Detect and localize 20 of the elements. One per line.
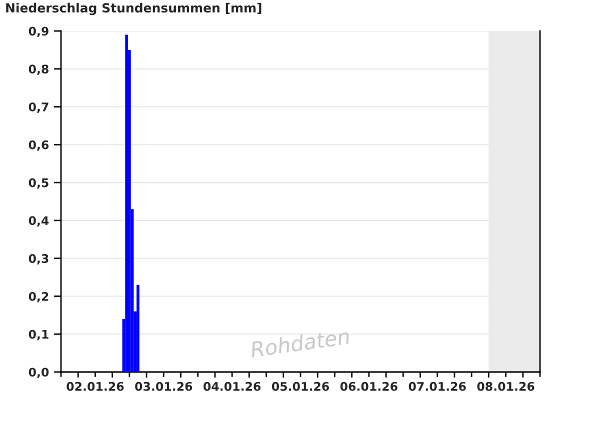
chart-title: Niederschlag Stundensummen [mm]: [6, 2, 262, 16]
y-tick-label: 0,4: [28, 216, 49, 227]
x-tick-label: 08.01.26: [477, 382, 534, 391]
bar: [125, 34, 128, 372]
y-tick-label: 0,5: [28, 178, 48, 189]
bar: [136, 284, 140, 372]
x-tick-label: 06.01.26: [340, 382, 398, 391]
y-tick-label: 0,2: [28, 292, 48, 302]
y-tick-label: 0,6: [28, 140, 49, 151]
y-tick-label: 0,1: [28, 330, 48, 340]
x-tick-label: 05.01.26: [272, 382, 329, 391]
y-tick-label: 0,8: [28, 64, 48, 76]
x-tick-label: 07.01.26: [408, 382, 466, 391]
x-tick-label: 04.01.26: [204, 382, 261, 391]
y-tick-label: 0,7: [28, 102, 48, 113]
x-tick-label: 03.01.26: [135, 382, 192, 391]
y-tick-label: 0,3: [28, 254, 48, 264]
x-tick-label: 02.01.26: [66, 382, 124, 391]
y-tick-label: 0,0: [28, 368, 49, 378]
y-tick-label: 0,9: [28, 26, 48, 38]
